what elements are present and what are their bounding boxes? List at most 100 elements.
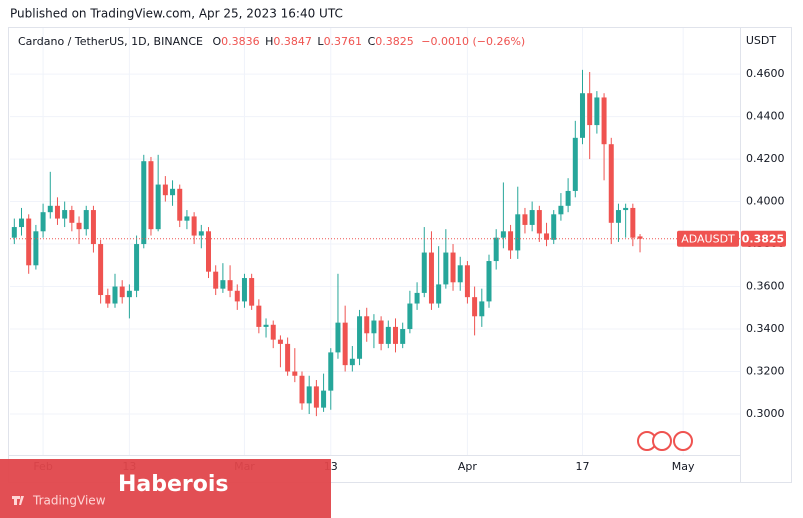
candle-body [299, 375, 305, 404]
candle-body [371, 320, 377, 334]
candle-body [62, 210, 68, 219]
currency-label: USDT [746, 34, 777, 47]
candle-body [26, 218, 32, 266]
y-tick-label: 0.4200 [746, 152, 785, 165]
logo-icon [12, 496, 24, 505]
ohlc-value: 0.3825 [375, 35, 414, 48]
price-label-box [741, 230, 786, 247]
candle-body [69, 210, 75, 223]
x-tick-label: 17 [575, 460, 589, 473]
candle-body [98, 244, 104, 296]
candle-body [587, 93, 593, 126]
symbol-label: ADAUSDT [681, 233, 735, 246]
candle-body [594, 97, 600, 126]
candle-body [421, 252, 427, 293]
y-tick-label: 0.3200 [746, 365, 785, 378]
candle-body [177, 188, 183, 221]
candle-body [536, 210, 542, 234]
candle-body [357, 316, 363, 359]
chart-title: Cardano / TetherUS, 1D, BINANCE [18, 35, 203, 48]
candle-body [335, 322, 341, 353]
candle-body [249, 278, 255, 306]
candle-body [508, 231, 514, 251]
candle-body [637, 236, 643, 239]
ohlc-label: O [212, 35, 221, 48]
candle-body [206, 231, 212, 272]
y-tick-label: 0.4600 [746, 67, 785, 80]
candle-body [572, 137, 578, 191]
ohlc-label: C [368, 35, 376, 48]
y-tick-label: 0.3000 [746, 407, 785, 420]
ohlc-label: H [265, 35, 273, 48]
candle-body [558, 205, 564, 215]
candle-body [328, 352, 334, 391]
candle-body [134, 244, 140, 291]
candle-body [213, 271, 219, 289]
candle-body [407, 303, 413, 330]
candle-body [285, 343, 291, 372]
candle-body [608, 144, 614, 223]
candle-body [630, 207, 636, 238]
candle-body [11, 227, 17, 238]
candle-body [76, 222, 82, 230]
candle-body [486, 261, 492, 302]
candle-body [54, 205, 60, 219]
event-icon [673, 431, 693, 451]
candle-body [241, 278, 247, 302]
candle-body [47, 205, 53, 213]
candle-body [256, 305, 262, 327]
y-tick-label: 0.3600 [746, 280, 785, 293]
candle-body [457, 265, 463, 283]
candle-body [349, 358, 355, 366]
candle-body [227, 280, 233, 291]
x-tick-label: May [672, 460, 695, 473]
candle-body [579, 93, 585, 138]
candle-body [184, 216, 190, 221]
candle-body [414, 292, 420, 304]
candle-body [220, 280, 226, 289]
candle-body [277, 339, 283, 344]
ohlc-label: L [317, 35, 324, 48]
candle-body [515, 214, 521, 251]
candle-body [364, 316, 370, 334]
candle-body [385, 326, 391, 344]
candle-body [400, 329, 406, 344]
candle-body [83, 210, 89, 230]
candle-body [522, 214, 528, 225]
watermark: Haberois [118, 472, 229, 497]
candle-body [551, 214, 557, 240]
ohlc-value: 0.3836 [221, 35, 260, 48]
candle-body [493, 237, 499, 262]
x-tick-label: Apr [458, 460, 478, 473]
candles [11, 69, 643, 417]
candle-body [40, 212, 46, 232]
candle-body [105, 295, 111, 304]
candle-body [234, 290, 240, 302]
candle-body [313, 386, 319, 408]
y-tick-label: 0.4400 [746, 110, 785, 123]
price-label: 0.3825 [742, 233, 784, 246]
published-note: Published on TradingView.com, Apr 25, 20… [10, 7, 343, 21]
candle-body [148, 161, 154, 230]
candle-body [392, 326, 398, 344]
candle-body [450, 252, 456, 283]
candle-body [119, 286, 125, 298]
candle-body [565, 190, 571, 206]
candle-body [428, 252, 434, 304]
candle-body [472, 297, 478, 317]
change-value: −0.0010 (−0.26%) [421, 35, 525, 48]
candle-body [306, 386, 312, 404]
event-icons [637, 431, 693, 451]
candle-body [623, 207, 629, 211]
ohlc-value: 0.3761 [324, 35, 363, 48]
candle-body [321, 390, 327, 408]
watermark-box [0, 459, 331, 518]
candle-body [112, 286, 118, 304]
ohlc-value: 0.3847 [273, 35, 312, 48]
candle-body [155, 184, 161, 230]
chart-header: Cardano / TetherUS, 1D, BINANCE O0.3836 … [18, 35, 525, 48]
candle-body [19, 218, 25, 228]
candle-body [292, 371, 298, 376]
candle-body [270, 324, 276, 340]
